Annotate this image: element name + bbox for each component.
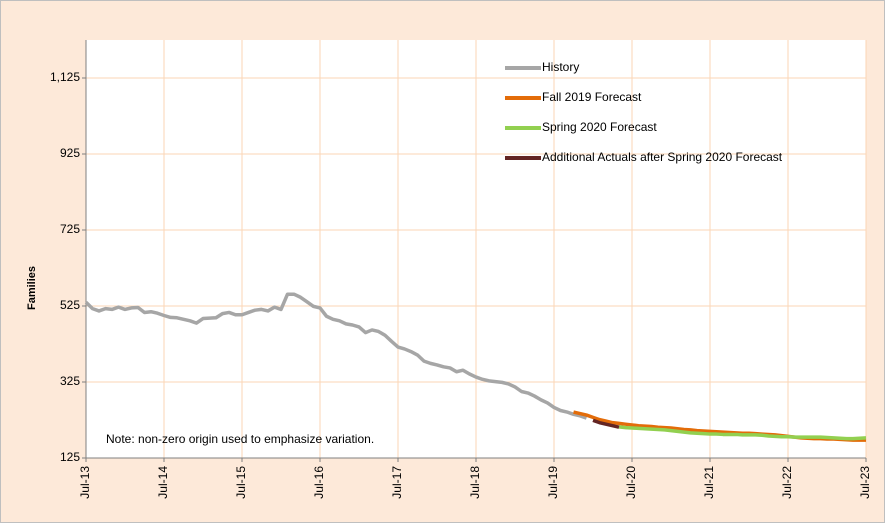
- y-tick-label: 525: [60, 298, 80, 312]
- y-tick-label: 325: [60, 374, 80, 388]
- annotation: Note: non-zero origin used to emphasize …: [106, 432, 374, 446]
- x-tick-label: Jul-16: [312, 466, 326, 499]
- x-tick-label: Jul-15: [234, 466, 248, 499]
- series-line: [618, 425, 867, 441]
- legend-label: Spring 2020 Forecast: [542, 120, 657, 134]
- y-tick-label: 925: [60, 146, 80, 160]
- y-tick-label: 725: [60, 222, 80, 236]
- series-line: [84, 292, 588, 420]
- legend-label: Fall 2019 Forecast: [542, 90, 642, 104]
- legend-label: History: [542, 60, 579, 74]
- x-tick-label: Jul-19: [546, 466, 560, 499]
- x-tick-label: Jul-23: [858, 466, 872, 499]
- y-tick-label: 125: [60, 450, 80, 464]
- y-tick-label: 1,125: [50, 70, 80, 84]
- x-tick-label: Jul-13: [78, 466, 92, 499]
- x-tick-label: Jul-17: [390, 466, 404, 499]
- legend-label: Additional Actuals after Spring 2020 For…: [542, 150, 783, 164]
- y-axis-label: Families: [26, 266, 38, 310]
- x-tick-label: Jul-14: [156, 466, 170, 499]
- x-tick-label: Jul-20: [624, 466, 638, 499]
- series-line: [592, 418, 620, 429]
- x-tick-label: Jul-18: [468, 466, 482, 499]
- x-tick-label: Jul-21: [702, 466, 716, 499]
- x-tick-label: Jul-22: [780, 466, 794, 499]
